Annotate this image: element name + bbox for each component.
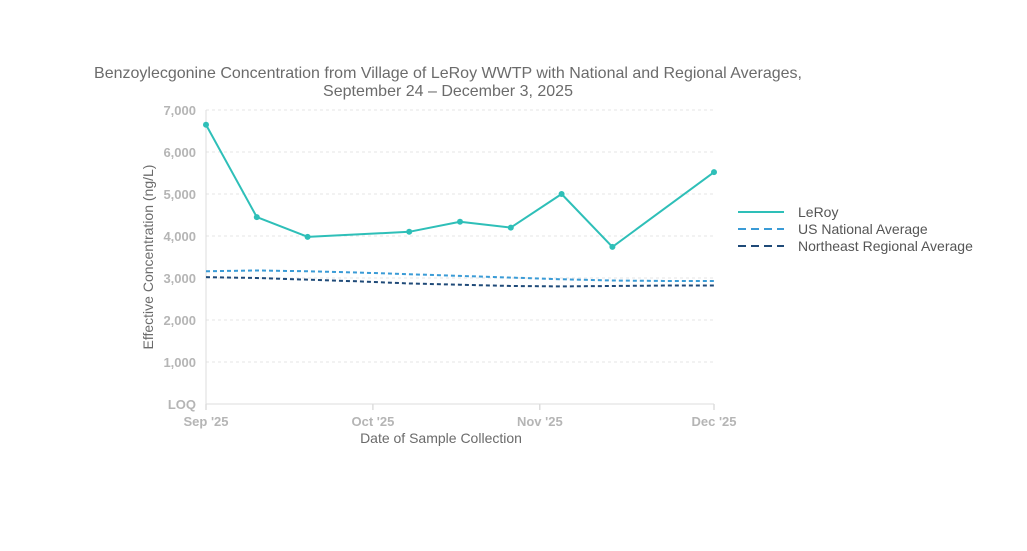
chart-title-line1: Benzoylecgonine Concentration from Villa… [94, 65, 802, 82]
data-point [457, 218, 463, 225]
y-tick-label: 6,000 [163, 145, 196, 160]
x-tick-label: Nov '25 [517, 414, 563, 429]
y-axis-title: Effective Concentration (ng/L) [140, 165, 156, 350]
data-point [507, 224, 514, 231]
data-point [711, 169, 717, 176]
data-point [558, 191, 565, 197]
x-tick-label: Dec '25 [691, 414, 736, 429]
y-tick-label: 5,000 [163, 187, 196, 202]
series-line-1 [205, 269, 714, 282]
data-point [203, 121, 209, 128]
y-tick-label: 7,000 [163, 103, 196, 118]
legend-label-0: LeRoy [798, 204, 838, 220]
y-tick-label: 1,000 [163, 355, 196, 370]
series-group [203, 121, 717, 288]
y-tick-label: 4,000 [163, 229, 196, 244]
y-axis-ticks: LOQ 1,000 2,000 3,000 4,000 5,000 6,000 7,000 [163, 103, 196, 412]
y-tick-label: 2,000 [163, 313, 196, 328]
data-point [304, 233, 311, 240]
legend-label-2: Northeast Regional Average [798, 238, 973, 254]
x-tick-label: Sep '25 [183, 414, 228, 429]
data-point [406, 228, 413, 235]
legend-label-1: US National Average [798, 221, 928, 237]
y-tick-label: 3,000 [163, 271, 196, 286]
chart-title-line2: September 24 – December 3, 2025 [323, 83, 573, 100]
x-axis-title: Date of Sample Collection [360, 430, 522, 446]
series-line-0 [205, 124, 715, 248]
x-tick-label: Oct '25 [351, 414, 394, 429]
data-point [253, 214, 260, 221]
x-axis-ticks: Sep '25 Oct '25 Nov '25 Dec '25 [183, 404, 737, 429]
y-tick-label: LOQ [168, 397, 196, 412]
data-point [609, 243, 616, 250]
series-line-2 [205, 276, 714, 288]
grid [206, 109, 714, 363]
